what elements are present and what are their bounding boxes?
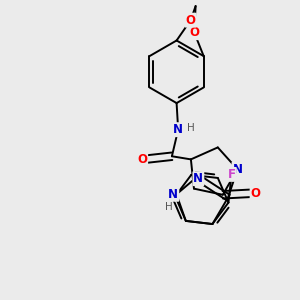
Text: H: H: [165, 202, 172, 212]
Text: H: H: [188, 123, 195, 133]
Text: N: N: [232, 163, 242, 176]
Text: N: N: [168, 188, 178, 201]
Text: O: O: [189, 26, 199, 39]
Text: N: N: [173, 123, 183, 136]
Text: O: O: [186, 14, 196, 27]
Text: F: F: [228, 168, 236, 181]
Text: N: N: [194, 172, 203, 185]
Text: O: O: [137, 153, 147, 166]
Text: O: O: [250, 187, 261, 200]
